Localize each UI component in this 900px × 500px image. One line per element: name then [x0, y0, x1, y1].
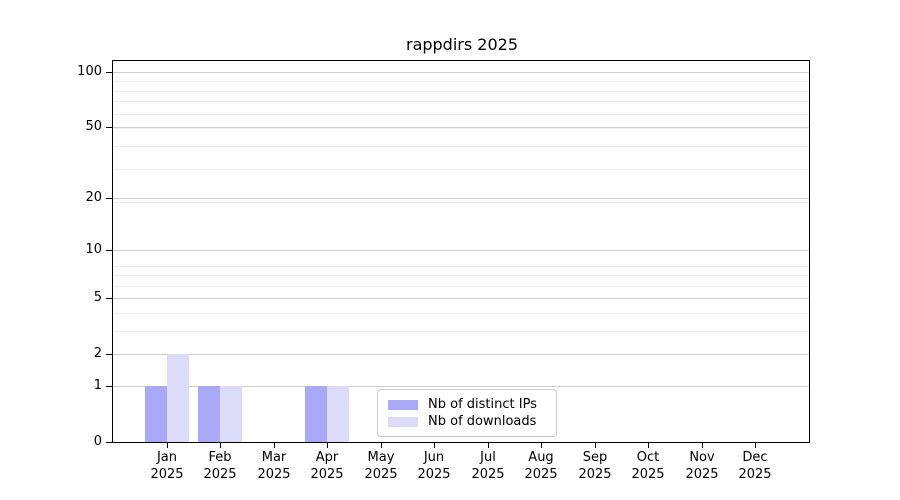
gridline-minor	[113, 331, 809, 332]
y-tick	[106, 198, 112, 199]
x-tick-label: Jan 2025	[150, 450, 184, 482]
gridline-minor	[113, 101, 809, 102]
y-tick	[106, 127, 112, 128]
gridline-major	[113, 354, 809, 355]
legend-swatch-downloads	[388, 416, 418, 427]
legend-label-downloads: Nb of downloads	[428, 414, 537, 429]
x-tick-label: Nov 2025	[685, 450, 719, 482]
legend: Nb of distinct IPs Nb of downloads	[377, 389, 557, 437]
x-tick-label: Feb 2025	[203, 450, 237, 482]
bar-apr-downloads	[327, 386, 349, 442]
y-tick	[106, 72, 112, 73]
legend-swatch-distinct-ips	[388, 399, 418, 410]
chart-title: rappdirs 2025	[405, 35, 518, 54]
x-tick	[220, 443, 221, 448]
y-tick	[106, 250, 112, 251]
gridline-minor	[113, 275, 809, 276]
bar-jan-downloads	[167, 354, 189, 442]
x-tick	[702, 443, 703, 448]
gridline-major	[113, 127, 809, 128]
bar-apr-distinct-ips	[305, 386, 327, 442]
gridline-minor	[113, 114, 809, 115]
gridline-minor	[113, 286, 809, 287]
x-tick	[274, 443, 275, 448]
x-tick	[167, 443, 168, 448]
y-tick-label: 20	[85, 190, 102, 205]
gridline-minor	[113, 91, 809, 92]
bar-feb-distinct-ips	[198, 386, 220, 442]
bar-jan-distinct-ips	[145, 386, 167, 442]
y-tick	[106, 386, 112, 387]
x-tick	[541, 443, 542, 448]
legend-item-distinct-ips: Nb of distinct IPs	[388, 396, 548, 413]
x-tick-label: Dec 2025	[738, 450, 772, 482]
gridline-minor	[113, 146, 809, 147]
x-tick-label: May 2025	[364, 450, 398, 482]
gridline-minor	[113, 202, 809, 203]
gridline-minor	[113, 81, 809, 82]
x-tick-label: Sep 2025	[578, 450, 612, 482]
x-tick	[488, 443, 489, 448]
x-tick	[434, 443, 435, 448]
y-tick	[106, 354, 112, 355]
x-tick-label: Jun 2025	[417, 450, 451, 482]
legend-label-distinct-ips: Nb of distinct IPs	[428, 397, 537, 412]
gridline-major	[113, 298, 809, 299]
y-tick-label: 10	[85, 242, 102, 257]
bar-feb-downloads	[220, 386, 242, 442]
plot-area	[112, 60, 810, 443]
y-tick	[106, 442, 112, 443]
x-tick-label: Mar 2025	[257, 450, 291, 482]
x-tick	[755, 443, 756, 448]
x-tick	[327, 443, 328, 448]
legend-item-downloads: Nb of downloads	[388, 413, 548, 430]
y-tick-label: 0	[93, 434, 102, 449]
x-tick	[381, 443, 382, 448]
gridline-major	[113, 250, 809, 251]
x-tick-label: Apr 2025	[310, 450, 344, 482]
gridline-minor	[113, 128, 809, 129]
y-tick-label: 2	[93, 346, 102, 361]
gridline-minor	[113, 266, 809, 267]
gridline-minor	[113, 169, 809, 170]
y-tick-label: 100	[77, 64, 102, 79]
x-tick-label: Oct 2025	[631, 450, 665, 482]
gridline-major	[113, 198, 809, 199]
x-tick-label: Aug 2025	[524, 450, 558, 482]
y-tick	[106, 298, 112, 299]
y-tick-label: 50	[85, 119, 102, 134]
x-tick	[595, 443, 596, 448]
y-tick-label: 5	[93, 290, 102, 305]
x-tick-label: Jul 2025	[471, 450, 505, 482]
x-tick	[648, 443, 649, 448]
y-tick-label: 1	[93, 378, 102, 393]
gridline-major	[113, 72, 809, 73]
gridline-minor	[113, 313, 809, 314]
